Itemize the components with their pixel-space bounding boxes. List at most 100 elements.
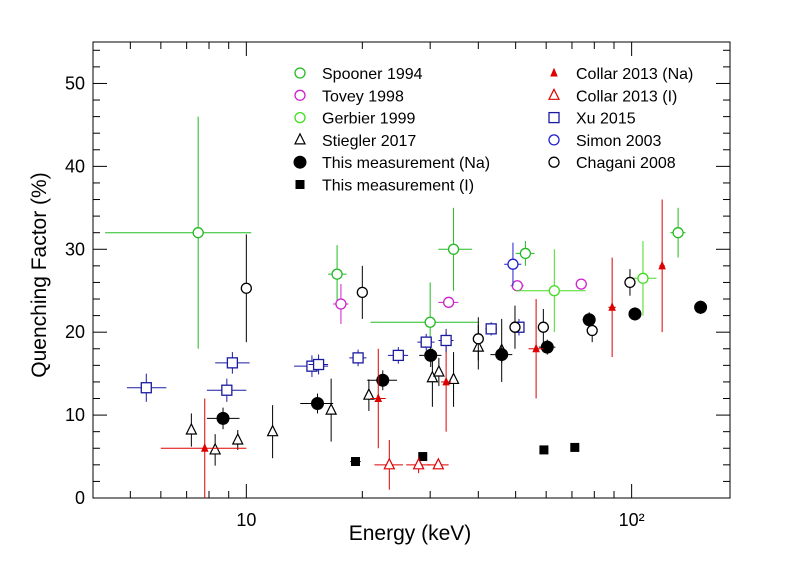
data-point [192,227,204,239]
y-tick-label: 10 [65,405,85,425]
legend-marker [294,132,306,145]
y-tick-label: 30 [65,239,85,259]
data-point [447,243,460,255]
data-point [608,302,616,311]
data-point [537,321,549,333]
series-tovey-1998 [333,278,587,324]
data-point [694,300,708,314]
data-point [420,336,432,348]
data-point [624,276,636,289]
data-point [310,396,324,410]
x-tick-label: 10 [236,510,256,530]
data-point [548,285,560,297]
series-chagani-2008 [240,234,636,361]
data-point [209,442,222,455]
data-point [362,387,375,400]
data-point [350,457,360,467]
y-tick-label: 0 [75,488,85,508]
data-point [432,364,445,377]
data-point [658,260,666,270]
legend-marker [548,134,560,146]
legend-item: Simon 2003 [548,133,661,150]
y-tick-label: 40 [65,156,85,176]
data-point [532,343,540,353]
data-point [637,272,649,284]
data-point [539,445,549,455]
data-point [424,348,438,362]
legend-label: Collar 2013 (I) [576,88,677,105]
data-point [442,376,450,386]
legend-item: Collar 2013 (Na) [550,66,693,83]
data-point [383,457,396,470]
legend-label: Xu 2015 [576,111,636,128]
legend-marker [548,87,560,100]
legend-label: Gerbier 1999 [322,111,415,128]
series-gerbier-1999 [515,240,657,333]
series-spooner-1994 [105,116,686,362]
legend-label: This measurement (Na) [322,155,490,172]
data-point [424,316,436,328]
data-point [570,442,580,452]
y-tick-label: 50 [65,73,85,93]
data-point [200,442,209,452]
data-point [432,457,445,470]
data-point [586,324,598,337]
data-point [426,370,439,383]
series-this-measurement-i [350,442,580,467]
legend-marker [293,155,307,169]
data-point [575,278,587,290]
x-tick-label: 10² [619,510,645,530]
data-point [442,296,455,308]
legend-marker [550,67,558,77]
plot-frame [92,41,731,499]
plot-area-border [92,41,731,499]
legend-label: Tovey 1998 [322,88,404,105]
legend-item: Tovey 1998 [294,88,404,105]
legend: Spooner 1994 Tovey 1998 Gerbier 1999 Stiegl… [293,66,693,195]
data-point [509,321,521,333]
legend-marker [294,67,306,79]
data-point [352,352,364,364]
data-point [540,340,554,354]
legend-marker [548,156,560,168]
legend-label: Spooner 1994 [322,66,423,83]
data-point [231,432,244,445]
data-point [672,227,684,239]
series-collar-2013-na [160,199,666,498]
legend-label: This measurement (I) [322,178,474,195]
y-axis-label: Quenching Factor (%) [28,172,51,377]
data-point [511,280,523,292]
data-point [266,424,279,437]
legend-item: Collar 2013 (I) [548,87,677,105]
legend-marker [548,111,560,124]
data-point [485,323,497,335]
series-collar-2013-i [374,439,449,490]
data-point [226,357,239,369]
data-point [628,307,642,321]
x-axis-label: Energy (keV) [349,522,472,545]
data-point [440,334,452,347]
data-point [216,411,230,425]
data-point [472,333,484,345]
legend-label: Simon 2003 [576,133,661,150]
data-point [418,452,428,462]
series-simon-2003 [504,242,522,286]
legend-item: Stiegler 2017 [294,132,416,150]
data-point [447,372,460,385]
legend-label: Collar 2013 (Na) [576,66,693,83]
axes: 0 10 20 30 40 50 10 10² [65,42,730,530]
data-point [374,393,383,403]
legend-item: This measurement (I) [295,178,474,195]
legend-marker [294,111,306,124]
data-point [325,402,338,415]
legend-item: This measurement (Na) [293,155,490,172]
data-series [105,116,708,498]
data-point [335,298,347,310]
legend-label: Stiegler 2017 [322,133,416,150]
data-point [412,457,425,470]
legend-marker [294,89,306,101]
data-point [240,282,252,294]
data-point [582,313,596,327]
series-xu-2015 [126,318,525,402]
